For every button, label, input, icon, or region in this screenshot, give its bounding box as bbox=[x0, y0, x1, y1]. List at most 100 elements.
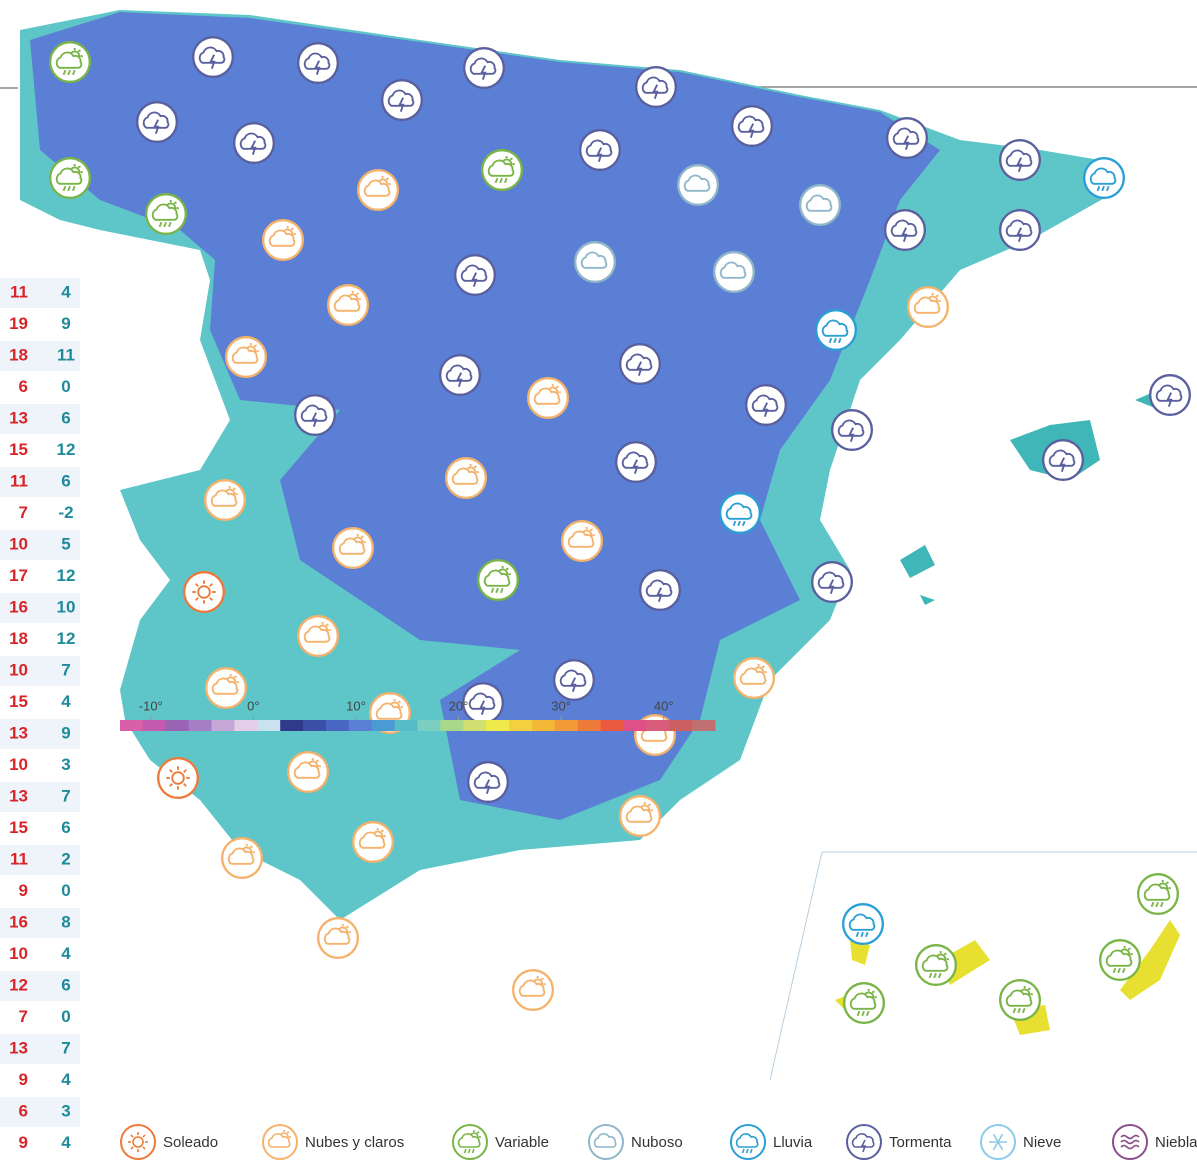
rain bbox=[168, 221, 172, 228]
cloud bbox=[300, 404, 328, 422]
weather-icon bbox=[815, 309, 857, 351]
cloud bbox=[303, 52, 331, 70]
legend-label: Nubes y claros bbox=[305, 1134, 404, 1151]
max-temp: 13 bbox=[9, 408, 28, 427]
fog bbox=[1120, 1134, 1140, 1140]
ray bbox=[183, 769, 187, 773]
scale-swatch bbox=[120, 720, 144, 731]
cloud bbox=[890, 219, 918, 237]
ray bbox=[209, 597, 213, 601]
cloud bbox=[739, 667, 767, 685]
min-temp: 2 bbox=[61, 849, 70, 868]
flake bbox=[992, 1133, 1004, 1151]
cloud bbox=[821, 319, 849, 337]
max-temp: 13 bbox=[9, 1038, 28, 1057]
weather-icon bbox=[221, 837, 263, 879]
rain bbox=[463, 1148, 467, 1154]
bolt bbox=[748, 123, 755, 138]
weather-icon bbox=[327, 284, 369, 326]
ray bbox=[195, 583, 199, 587]
min-temp: 4 bbox=[61, 692, 71, 711]
min-temp: 12 bbox=[57, 629, 76, 648]
cloud bbox=[641, 76, 669, 94]
weather-icon bbox=[1099, 939, 1141, 981]
cell-bg bbox=[0, 1002, 80, 1033]
weather-icon bbox=[635, 66, 677, 108]
max-temp: 6 bbox=[19, 1101, 28, 1120]
rain bbox=[1122, 967, 1126, 974]
min-temp: 4 bbox=[61, 282, 71, 301]
min-temp: 5 bbox=[61, 534, 70, 553]
rain bbox=[838, 337, 842, 344]
ray bbox=[130, 1134, 134, 1138]
ray bbox=[345, 925, 349, 929]
cell-bg bbox=[0, 813, 80, 844]
scale-swatch bbox=[509, 720, 533, 731]
cloud bbox=[645, 579, 673, 597]
rain bbox=[1022, 1007, 1026, 1014]
rain bbox=[1150, 901, 1155, 908]
max-temp: 7 bbox=[19, 503, 28, 522]
weather-icon bbox=[999, 139, 1041, 181]
cloud bbox=[473, 771, 501, 789]
cell-bg bbox=[0, 971, 80, 1001]
weather-icon bbox=[332, 527, 374, 569]
scale-label: 0° bbox=[247, 698, 259, 713]
scale-label: 30° bbox=[551, 698, 571, 713]
cell-bg bbox=[0, 1034, 80, 1064]
rain bbox=[933, 972, 937, 979]
rain bbox=[866, 1010, 870, 1017]
cloud bbox=[227, 847, 255, 865]
max-temp: 9 bbox=[19, 1133, 28, 1152]
rain bbox=[742, 520, 746, 527]
cloud bbox=[293, 761, 321, 779]
cloud bbox=[231, 346, 259, 364]
ray bbox=[1127, 947, 1131, 951]
cloud bbox=[1048, 449, 1076, 467]
cloud bbox=[457, 1133, 481, 1148]
ray bbox=[1165, 881, 1169, 885]
weather-icon bbox=[561, 520, 603, 562]
cloud bbox=[469, 57, 497, 75]
legend-label: Niebla bbox=[1155, 1134, 1197, 1151]
rain bbox=[467, 1148, 471, 1154]
weather-icon bbox=[811, 561, 853, 603]
weather-icon bbox=[1149, 374, 1191, 416]
cloud bbox=[358, 831, 386, 849]
min-temp: 8 bbox=[61, 912, 70, 931]
scale-swatch bbox=[325, 720, 350, 731]
bolt bbox=[479, 700, 486, 715]
rain bbox=[158, 221, 163, 228]
cloud bbox=[338, 537, 366, 555]
weather-icon bbox=[677, 164, 719, 206]
bolt bbox=[471, 272, 478, 287]
min-temp: 4 bbox=[61, 1133, 71, 1152]
bolt bbox=[636, 361, 643, 376]
cloud bbox=[851, 1133, 875, 1148]
cell-bg bbox=[0, 561, 80, 592]
ray bbox=[397, 700, 401, 704]
max-temp: 10 bbox=[9, 660, 28, 679]
bolt bbox=[901, 227, 908, 242]
ray bbox=[935, 294, 939, 298]
bolt bbox=[398, 97, 405, 112]
weather-icon bbox=[615, 441, 657, 483]
min-temp: 7 bbox=[61, 1038, 70, 1057]
fog bbox=[1120, 1139, 1140, 1145]
rain bbox=[1017, 1007, 1021, 1014]
min-temp: 3 bbox=[61, 1101, 70, 1120]
cell-bg bbox=[0, 908, 80, 938]
bolt bbox=[762, 402, 769, 417]
cloud bbox=[683, 174, 711, 192]
scale-swatch bbox=[600, 720, 624, 731]
weather-icon bbox=[183, 571, 225, 613]
cloud bbox=[559, 669, 587, 687]
ray bbox=[871, 990, 875, 994]
cloud bbox=[580, 251, 608, 269]
cloud bbox=[533, 387, 561, 405]
cell-bg bbox=[0, 593, 80, 623]
ray bbox=[209, 583, 213, 587]
cloud bbox=[445, 364, 473, 382]
cloud bbox=[198, 46, 226, 64]
rain bbox=[1106, 185, 1110, 192]
